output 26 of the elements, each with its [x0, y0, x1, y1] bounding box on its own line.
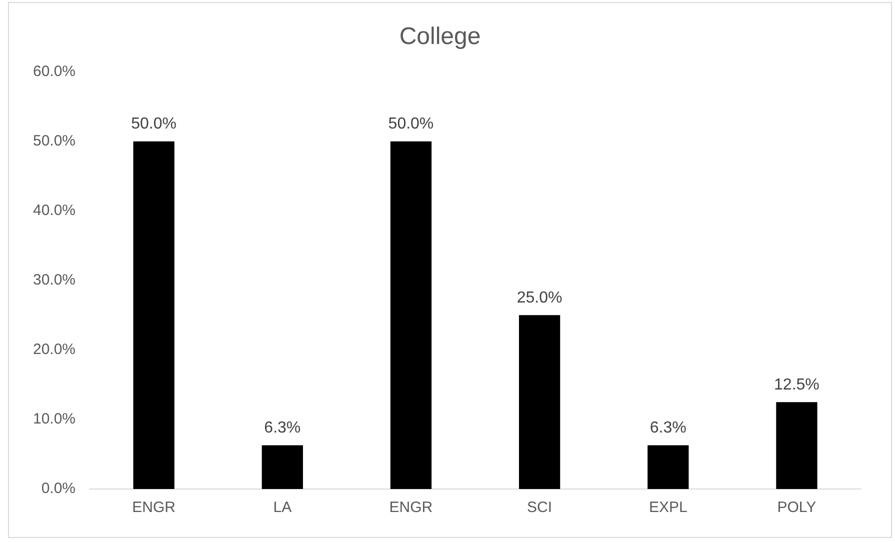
- data-label: 6.3%: [264, 420, 301, 437]
- x-tick-label: EXPL: [648, 499, 688, 516]
- data-label: 12.5%: [774, 376, 820, 394]
- bar: [262, 445, 303, 489]
- x-tick-label: POLY: [777, 499, 816, 516]
- data-label: 50.0%: [131, 116, 177, 133]
- y-tick-label: 20.0%: [32, 341, 76, 358]
- bar: [648, 445, 689, 489]
- y-tick-label: 0.0%: [41, 480, 76, 498]
- y-tick-label: 10.0%: [32, 410, 76, 428]
- data-label: 6.3%: [650, 420, 686, 437]
- x-tick-label: ENGR: [132, 499, 176, 516]
- x-tick-label: LA: [273, 499, 292, 516]
- bar: [133, 141, 174, 489]
- y-tick-label: 60.0%: [32, 62, 76, 80]
- y-tick-label: 40.0%: [32, 202, 76, 220]
- x-tick-label: ENGR: [389, 499, 433, 516]
- bar: [518, 315, 560, 489]
- bar: [390, 141, 432, 489]
- data-label: 25.0%: [516, 290, 562, 307]
- bar: [776, 402, 818, 489]
- x-tick-label: SCI: [527, 499, 552, 516]
- chart-title: College: [399, 23, 481, 50]
- data-label: 50.0%: [388, 116, 434, 133]
- y-tick-label: 50.0%: [32, 132, 76, 150]
- y-tick-label: 30.0%: [32, 272, 76, 289]
